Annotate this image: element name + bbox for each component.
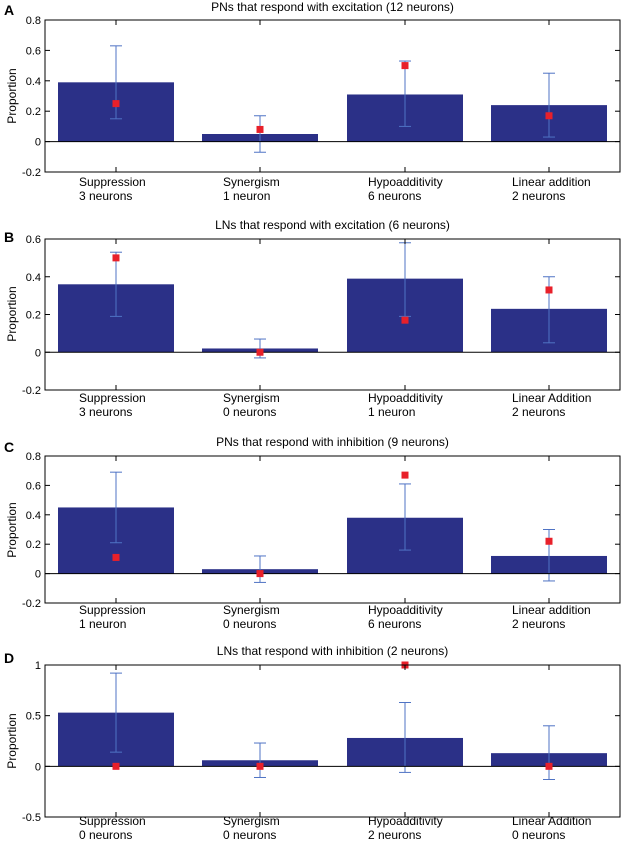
category-label: Suppression — [79, 391, 146, 405]
category-label: Linear addition — [512, 603, 591, 617]
category-label: Hypoadditivity — [368, 814, 443, 828]
category-label: Linear addition — [512, 175, 591, 189]
category-label: Suppression — [79, 603, 146, 617]
category-sublabel: 0 neurons — [79, 828, 132, 841]
category-sublabel: 1 neuron — [368, 405, 415, 419]
observed-marker — [545, 286, 553, 294]
category-label: Synergism — [223, 175, 280, 189]
observed-marker — [545, 762, 553, 770]
y-tick-label: 0.4 — [26, 510, 41, 522]
category-sublabel: 3 neurons — [79, 189, 132, 203]
panel-title: LNs that respond with excitation (6 neur… — [215, 218, 450, 232]
category-label: Linear Addition — [512, 814, 591, 828]
y-tick-label: 0 — [35, 347, 41, 359]
category-sublabel: 0 neurons — [512, 828, 565, 841]
observed-marker — [256, 762, 264, 770]
category-label: Synergism — [223, 814, 280, 828]
observed-marker — [256, 348, 264, 356]
y-tick-label: 0.4 — [26, 272, 41, 284]
observed-marker — [545, 537, 553, 545]
category-label: Hypoadditivity — [368, 391, 443, 405]
y-tick-label: -0.2 — [22, 598, 41, 610]
y-tick-label: 0 — [35, 569, 41, 581]
y-tick-label: 0 — [35, 761, 41, 773]
category-sublabel: 2 neurons — [512, 617, 565, 631]
panel-title: PNs that respond with excitation (12 neu… — [211, 0, 454, 14]
panel-label: A — [4, 2, 14, 18]
y-tick-label: 0 — [35, 137, 41, 149]
category-sublabel: 3 neurons — [79, 405, 132, 419]
y-axis-label: Proportion — [5, 713, 19, 768]
panel-title: PNs that respond with inhibition (9 neur… — [216, 435, 449, 449]
panel-title: LNs that respond with inhibition (2 neur… — [217, 644, 448, 658]
category-label: Suppression — [79, 814, 146, 828]
y-tick-label: 0.2 — [26, 310, 41, 322]
category-label: Suppression — [79, 175, 146, 189]
y-tick-label: 0.4 — [26, 76, 41, 88]
category-sublabel: 6 neurons — [368, 617, 421, 631]
category-sublabel: 0 neurons — [223, 828, 276, 841]
observed-marker — [112, 553, 120, 561]
y-tick-label: 0.8 — [26, 451, 41, 463]
observed-marker — [256, 125, 264, 133]
observed-marker — [401, 62, 409, 70]
category-sublabel: 1 neuron — [79, 617, 126, 631]
observed-marker — [112, 100, 120, 108]
category-sublabel: 2 neurons — [368, 828, 421, 841]
y-tick-label: 0.5 — [26, 711, 41, 723]
panel-label: D — [4, 650, 14, 666]
y-axis-label: Proportion — [5, 286, 19, 341]
y-tick-label: 0.6 — [26, 480, 41, 492]
category-label: Synergism — [223, 391, 280, 405]
category-label: Synergism — [223, 603, 280, 617]
observed-marker — [112, 254, 120, 262]
y-tick-label: -0.2 — [22, 385, 41, 397]
category-sublabel: 6 neurons — [368, 189, 421, 203]
category-sublabel: 2 neurons — [512, 405, 565, 419]
y-tick-label: 0.6 — [26, 45, 41, 57]
category-sublabel: 0 neurons — [223, 617, 276, 631]
category-label: Hypoadditivity — [368, 603, 443, 617]
plot-frame — [44, 664, 621, 818]
observed-marker — [401, 316, 409, 324]
y-tick-label: 0.2 — [26, 106, 41, 118]
category-label: Linear Addition — [512, 391, 591, 405]
category-sublabel: 1 neuron — [223, 189, 270, 203]
category-sublabel: 0 neurons — [223, 405, 276, 419]
plot-frame — [44, 19, 621, 173]
panel-label: C — [4, 439, 14, 455]
y-axis-label: Proportion — [5, 68, 19, 123]
panel-label: B — [4, 229, 14, 245]
observed-marker — [256, 570, 264, 578]
y-tick-label: 1 — [35, 660, 41, 672]
observed-marker — [112, 762, 120, 770]
y-axis-label: Proportion — [5, 502, 19, 557]
y-tick-label: -0.5 — [22, 812, 41, 824]
y-tick-label: 0.6 — [26, 234, 41, 246]
y-tick-label: 0.8 — [26, 15, 41, 27]
y-tick-label: -0.2 — [22, 167, 41, 179]
observed-marker — [401, 471, 409, 479]
category-label: Hypoadditivity — [368, 175, 443, 189]
y-tick-label: 0.2 — [26, 539, 41, 551]
plot-frame — [44, 455, 621, 604]
category-sublabel: 2 neurons — [512, 189, 565, 203]
observed-marker — [545, 112, 553, 120]
